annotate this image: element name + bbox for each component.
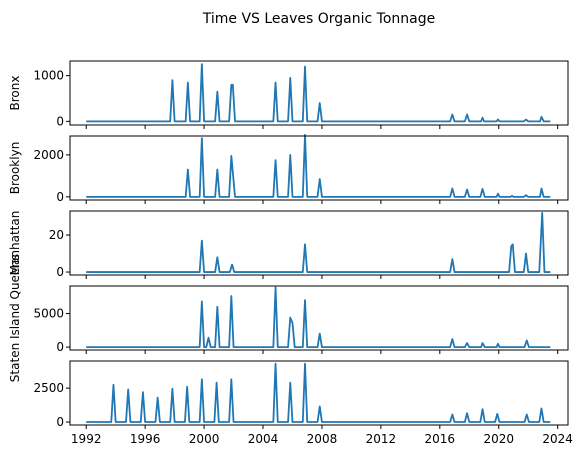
y-axis-label: Brooklyn	[8, 142, 22, 195]
axes-frame-3	[69, 285, 569, 351]
y-tick-label: 1000	[33, 69, 64, 83]
x-tick-label: 2000	[189, 432, 220, 446]
series-line-1	[86, 134, 551, 198]
panel-0: 0 1000 Bronx	[8, 60, 569, 129]
series-line-2	[86, 211, 551, 273]
y-tick-label: 2500	[33, 381, 64, 395]
y-tick-label: 0	[56, 415, 64, 429]
panel-3: 0 5000 Staten Island Queens	[8, 254, 569, 382]
y-tick-label: 0	[56, 265, 64, 279]
x-tick-label: 2012	[366, 432, 397, 446]
x-tick-label: 2004	[248, 432, 279, 446]
axes-frame-2	[69, 210, 569, 276]
y-tick-label: 20	[49, 228, 64, 242]
axes-frame-0	[69, 60, 569, 126]
y-tick-label: 0	[56, 340, 64, 354]
y-tick-label: 5000	[33, 307, 64, 321]
axes-frame-4	[69, 360, 569, 426]
x-tick-label: 2024	[542, 432, 573, 446]
panel-2: 0 20 Manhattan	[8, 210, 569, 279]
axes-frame-1	[69, 135, 569, 201]
x-tick-label: 2008	[307, 432, 338, 446]
x-tick-label: 1996	[130, 432, 161, 446]
y-axis-label: Bronx	[8, 76, 22, 111]
panel-1: 0 2000 Brooklyn	[8, 134, 569, 204]
chart-title: Time VS Leaves Organic Tonnage	[202, 11, 435, 27]
x-tick-label: 2016	[425, 432, 456, 446]
series-line-3	[86, 286, 551, 349]
y-axis-label: Manhattan	[8, 211, 22, 276]
series-line-4	[86, 362, 551, 423]
y-tick-label: 0	[56, 114, 64, 128]
x-tick-label: 2020	[483, 432, 514, 446]
y-tick-label: 2000	[33, 148, 64, 162]
y-axis-label: Staten Island Queens	[8, 254, 22, 382]
series-line-0	[86, 63, 551, 123]
x-tick-label: 1992	[71, 432, 102, 446]
y-tick-label: 0	[56, 190, 64, 204]
panel-4: 0 2500 1992 1996 2000 2004 2008 2012 2016 2020 202…	[33, 360, 573, 446]
